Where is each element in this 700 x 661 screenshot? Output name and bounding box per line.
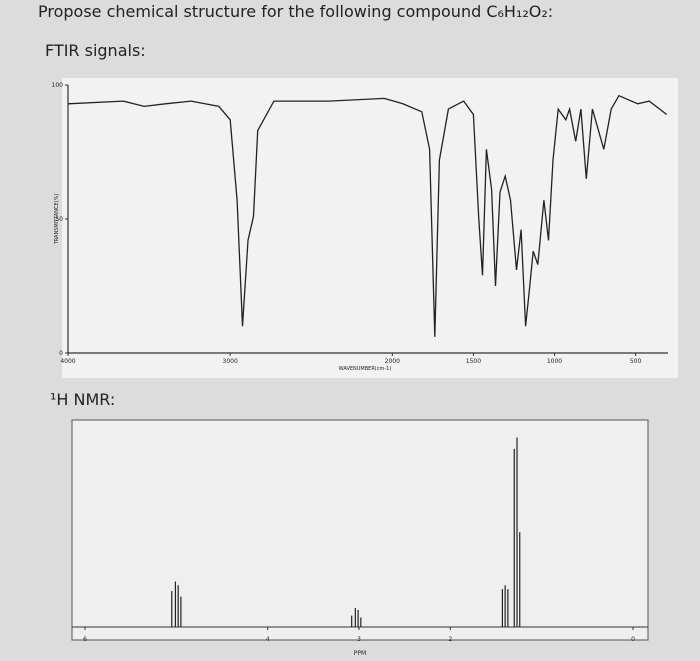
ir-title: FTIR signals: — [45, 41, 146, 60]
x-tick-label: 4000 — [60, 358, 75, 365]
x-tick-label: 500 — [630, 358, 642, 365]
y-tick-label: 100 — [52, 82, 64, 89]
y-tick-label: 0 — [59, 350, 63, 357]
ir-panel — [62, 78, 678, 378]
x-tick-label: 3 — [357, 636, 361, 643]
nmr-panel — [71, 419, 649, 641]
spectrum-line — [67, 94, 668, 337]
x-tick-label: 0 — [631, 636, 635, 643]
x-axis-label: PPM — [354, 650, 366, 657]
x-tick-label: 1500 — [466, 358, 481, 365]
nmr-title: ¹H NMR: — [50, 390, 115, 409]
x-tick-label: 6 — [83, 636, 87, 643]
x-tick-label: 3000 — [223, 358, 238, 365]
x-tick-label: 2000 — [385, 358, 400, 365]
x-tick-label: 1000 — [547, 358, 562, 365]
y-tick-label: 50 — [55, 216, 63, 223]
y-axis-label: TRANSMITTANCE(%) — [54, 194, 60, 246]
x-tick-label: 4 — [266, 636, 270, 643]
x-tick-label: 2 — [448, 636, 452, 643]
question: Propose chemical structure for the follo… — [38, 2, 553, 21]
x-axis-label: WAVENUMBER(cm-1) — [339, 366, 392, 372]
